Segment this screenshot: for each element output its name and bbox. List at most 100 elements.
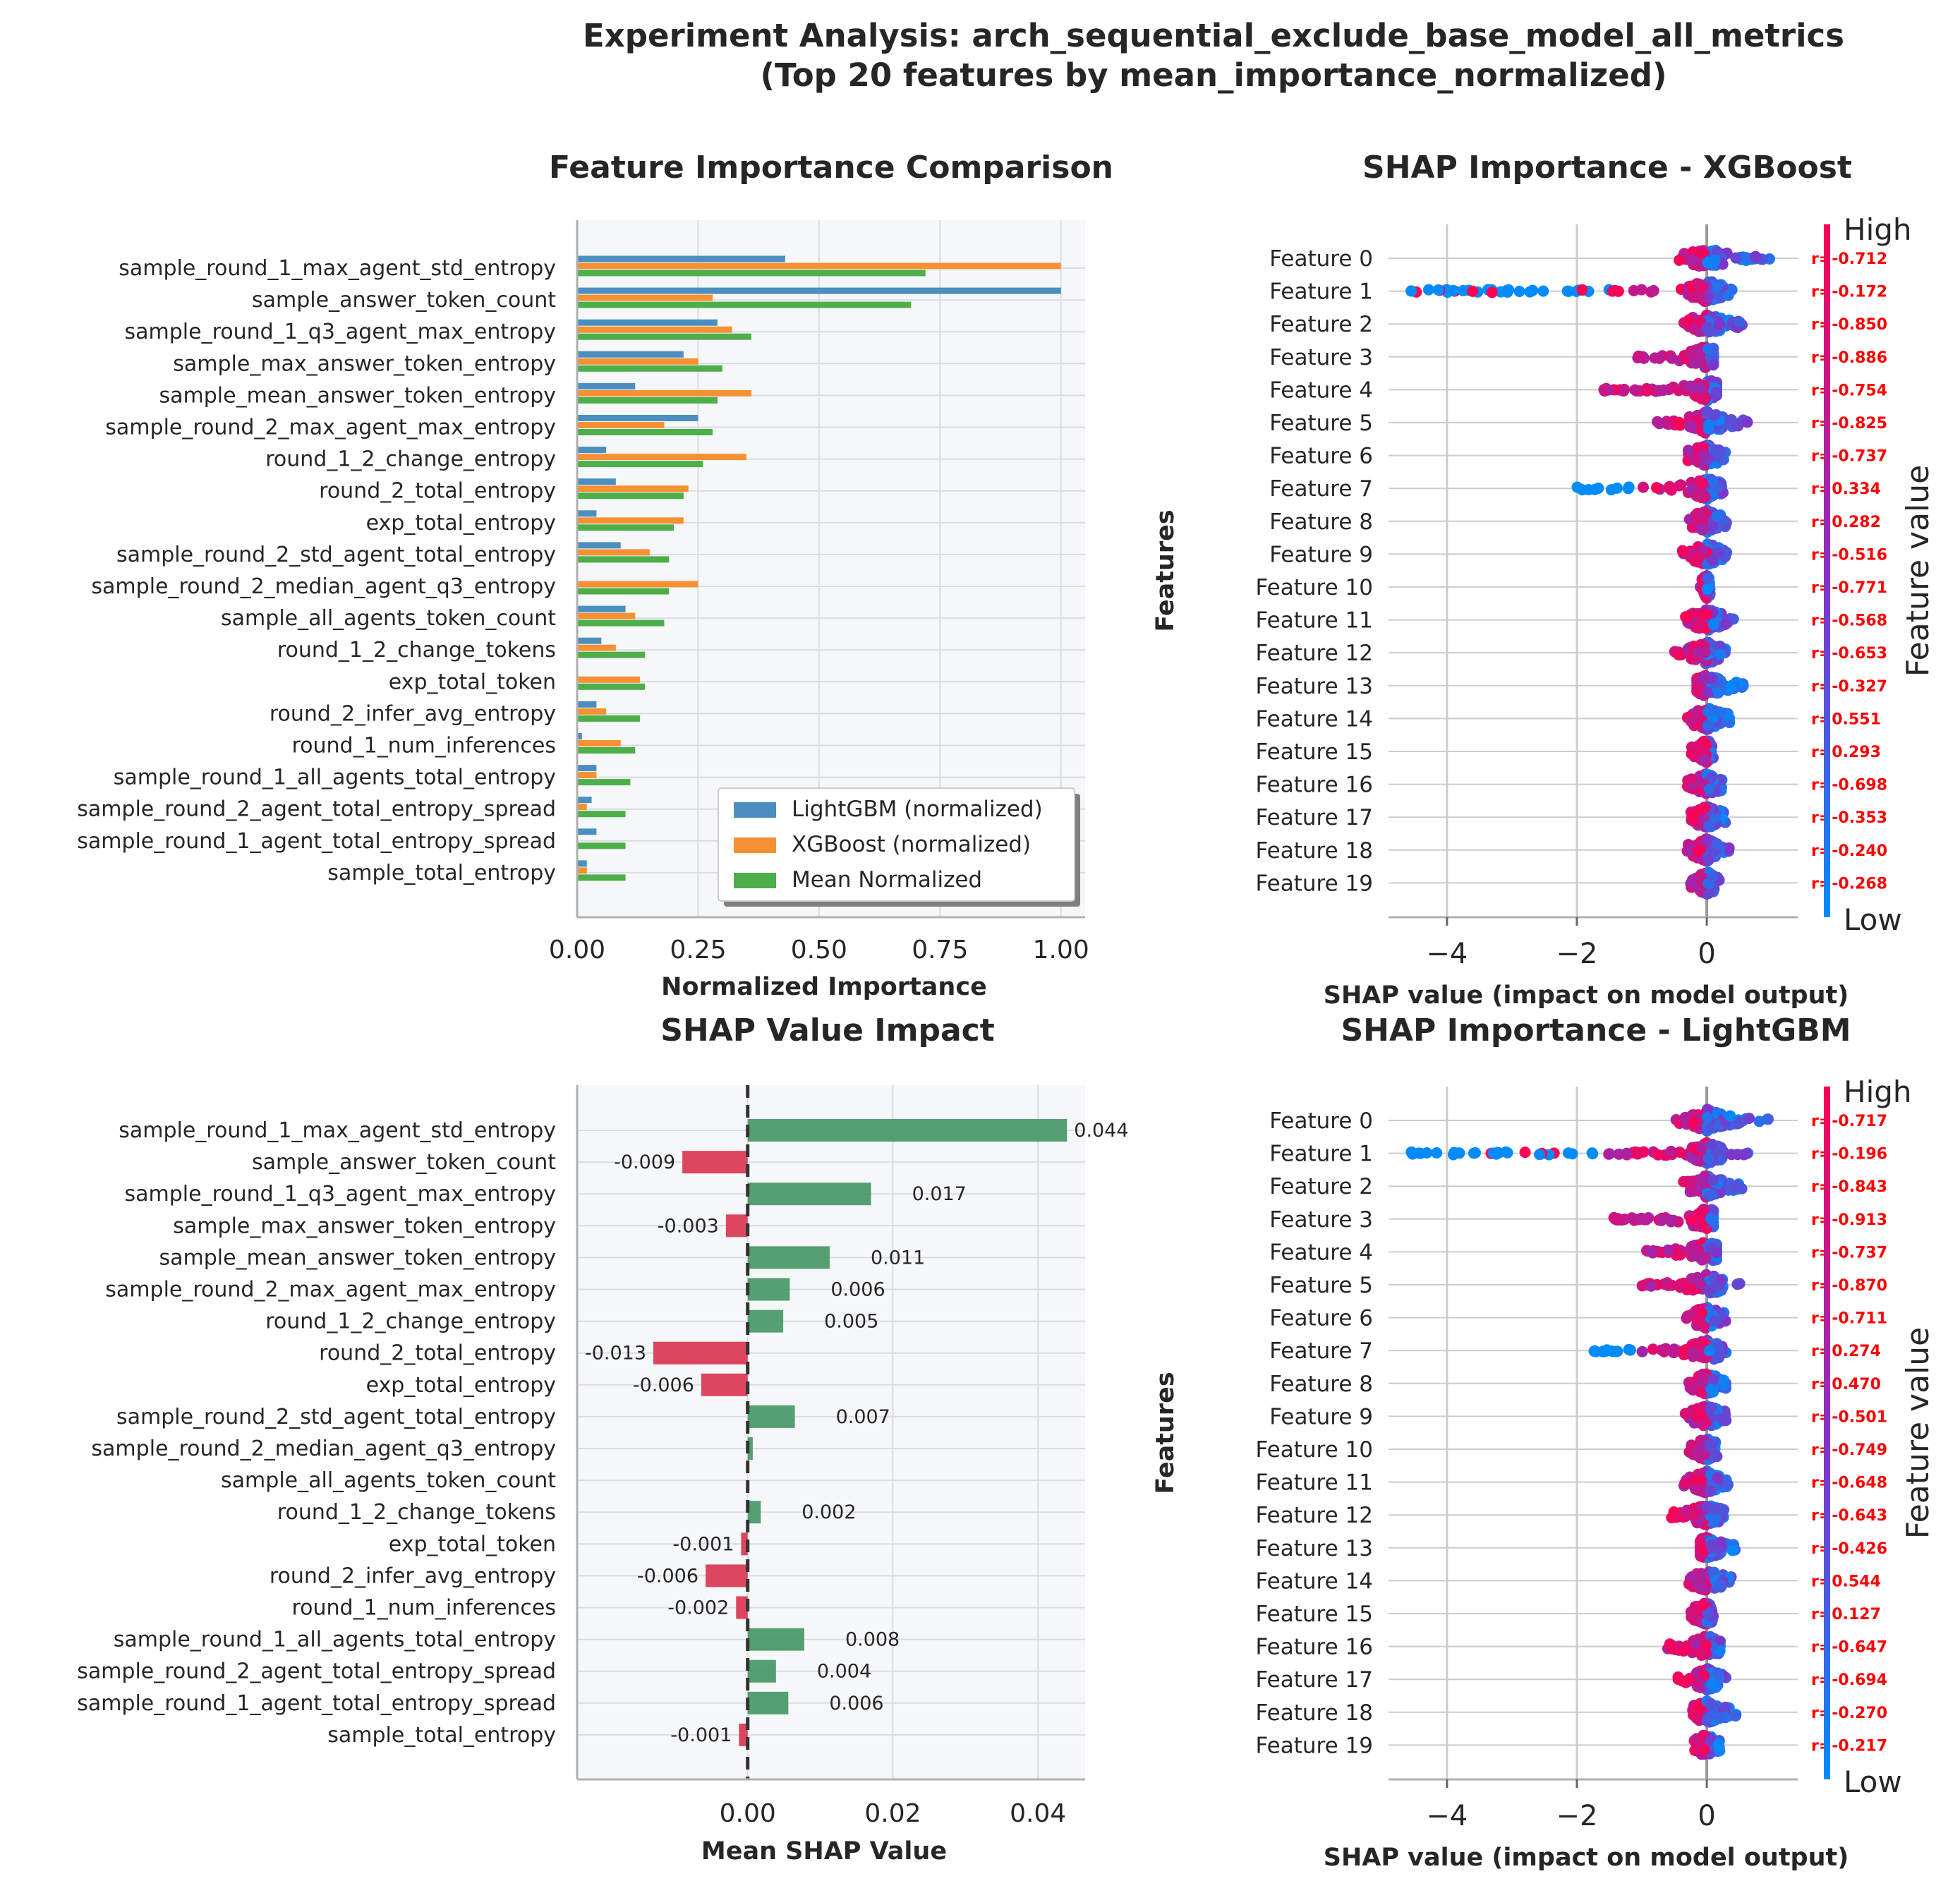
shap_xgb-dot — [1681, 611, 1693, 623]
shap-impact-category-label: round_1_2_change_entropy — [265, 1310, 556, 1334]
importance-bar-xgboost — [577, 867, 587, 874]
shap_xgb-dot — [1711, 838, 1723, 850]
shap_xgb-correlation-label: r=0.551 — [1811, 710, 1881, 728]
shap_lgbm-dot — [1701, 1111, 1713, 1123]
shap_lgbm-dot — [1695, 1307, 1707, 1319]
shap_xgb-correlation-label: r=-0.268 — [1811, 875, 1887, 893]
shap_xgb-dot — [1750, 250, 1762, 262]
shap_xgb-dot — [1652, 416, 1664, 428]
shap_lgbm-dot — [1688, 1175, 1700, 1187]
shap_lgbm-dot — [1468, 1147, 1480, 1159]
importance-bar-mean — [577, 619, 665, 627]
importance-category-label: sample_round_1_all_agents_total_entropy — [114, 766, 556, 790]
shap_lgbm-dot — [1640, 1214, 1652, 1226]
shap_xgb-feature-label: Feature 5 — [1269, 411, 1373, 436]
importance-category-label: sample_round_2_max_agent_max_entropy — [105, 416, 556, 440]
importance-bar-mean — [577, 715, 641, 722]
shap_xgb-dot — [1695, 382, 1707, 394]
shap_lgbm-dot — [1707, 1374, 1719, 1386]
shap_xgb-dot — [1702, 854, 1714, 866]
shap_lgbm-x-tick-label: −4 — [1426, 1800, 1468, 1832]
shap_lgbm-dot — [1697, 1368, 1709, 1380]
shap-impact-bar — [747, 1246, 830, 1269]
shap_lgbm-dot — [1704, 1439, 1716, 1451]
importance-bar-mean — [577, 874, 626, 881]
shap_xgb-feature-label: Feature 15 — [1256, 739, 1373, 765]
shap_lgbm-dot — [1690, 1607, 1702, 1619]
shap_lgbm-dots — [1405, 1103, 1774, 1760]
shap_xgb-dot — [1726, 413, 1738, 425]
shap_xgb-dot — [1691, 490, 1703, 502]
shap_lgbm-dot — [1674, 1281, 1686, 1293]
shap_lgbm-dot — [1636, 1280, 1648, 1292]
shap_xgb-correlation-label: r=-0.754 — [1811, 382, 1887, 399]
shap_lgbm-dot — [1647, 1343, 1659, 1355]
importance-bar-xgboost — [577, 262, 1061, 270]
shap_xgb-correlation-label: r=-0.886 — [1811, 349, 1887, 367]
shap_xgb-dot — [1697, 609, 1709, 621]
shap_lgbm-correlation-label: r=-0.711 — [1811, 1310, 1887, 1328]
shap_xgb-dot — [1457, 284, 1469, 296]
shap_lgbm-dot — [1709, 1315, 1721, 1327]
legend-label: Mean Normalized — [792, 867, 982, 893]
shap-impact-bar — [747, 1628, 804, 1651]
importance-bar-xgboost — [577, 804, 587, 811]
importance-x-tick-label: 0.25 — [670, 936, 726, 964]
shap-impact-data-label: 0.044 — [1074, 1120, 1128, 1142]
shap-impact-data-label: 0.017 — [912, 1183, 967, 1205]
shap_lgbm-feature-label: Feature 4 — [1269, 1240, 1373, 1265]
shap_xgb-dot — [1713, 318, 1725, 330]
shap_xgb-feature-label: Feature 8 — [1269, 509, 1373, 535]
shap_lgbm-dot — [1695, 1580, 1707, 1592]
shap_xgb-dot — [1702, 706, 1714, 718]
shap_xgb-correlation-label: r=-0.653 — [1811, 645, 1887, 663]
shap_lgbm-dot — [1655, 1214, 1667, 1226]
shap_xgb-dot — [1576, 484, 1588, 496]
shap-impact-category-label: sample_round_2_max_agent_max_entropy — [105, 1278, 556, 1302]
shap_lgbm-dot — [1694, 1484, 1706, 1496]
shap_xgb-dot — [1696, 477, 1708, 489]
shap_xgb-dot — [1686, 874, 1698, 886]
shap_xgb-dot — [1598, 384, 1610, 396]
shap_xgb-feature-label: Feature 6 — [1269, 444, 1373, 469]
shap_xgb-correlation-label: r=-0.327 — [1811, 678, 1887, 696]
shap_lgbm-correlation-label: r=-0.217 — [1811, 1737, 1887, 1755]
shap_xgb-dot — [1513, 286, 1525, 298]
shap_xgb-dot — [1647, 285, 1659, 297]
shap_lgbm-dot — [1712, 1738, 1724, 1750]
shap_xgb-feature-label: Feature 13 — [1256, 674, 1373, 699]
shap_xgb-feature-label: Feature 7 — [1269, 476, 1373, 502]
importance-bar-xgboost — [577, 549, 650, 556]
shap_lgbm-dot — [1729, 1710, 1741, 1722]
importance-bar-xgboost — [577, 644, 616, 651]
shap_xgb-feature-label: Feature 1 — [1269, 279, 1373, 305]
shap-impact-category-label: round_2_total_entropy — [319, 1341, 556, 1366]
shap-impact-data-label: 0.006 — [829, 1693, 883, 1714]
shap_xgb-dot — [1709, 812, 1721, 824]
shap_lgbm-correlation-label: r=-0.913 — [1811, 1211, 1887, 1229]
shap_lgbm-dot — [1705, 1402, 1717, 1414]
importance-bar-xgboost — [577, 422, 665, 428]
shap_xgb-dot — [1698, 672, 1710, 684]
shap_xgb-dot — [1673, 649, 1685, 661]
importance-bar-xgboost — [577, 676, 641, 683]
importance-category-label: sample_round_1_q3_agent_max_entropy — [125, 320, 556, 344]
figure-title-line-1: Experiment Analysis: arch_sequential_exc… — [583, 17, 1844, 54]
shap-impact-bar — [747, 1691, 789, 1714]
shap-impact-bar — [747, 1659, 776, 1683]
shap-impact-x-axis-label: Mean SHAP Value — [701, 1837, 947, 1865]
shap_xgb-correlation-label: r=-0.737 — [1811, 448, 1887, 466]
importance-bar-lightgbm — [577, 255, 785, 262]
importance-bar-xgboost — [577, 517, 684, 524]
shap_lgbm-feature-label: Feature 7 — [1269, 1338, 1373, 1364]
shap_lgbm-dot — [1645, 1280, 1657, 1292]
shap_lgbm-colorbar — [1824, 1087, 1830, 1779]
shap_lgbm-x-tick-label: 0 — [1698, 1800, 1715, 1832]
shap_lgbm-feature-label: Feature 1 — [1269, 1142, 1373, 1167]
shap-impact-category-label: sample_total_entropy — [327, 1723, 556, 1748]
shap_xgb-dot — [1695, 523, 1707, 535]
shap_lgbm-dot — [1701, 1103, 1713, 1115]
shap_xgb-dot — [1687, 254, 1699, 266]
shap_lgbm-dot — [1688, 1709, 1700, 1721]
importance-bar-xgboost — [577, 740, 621, 746]
